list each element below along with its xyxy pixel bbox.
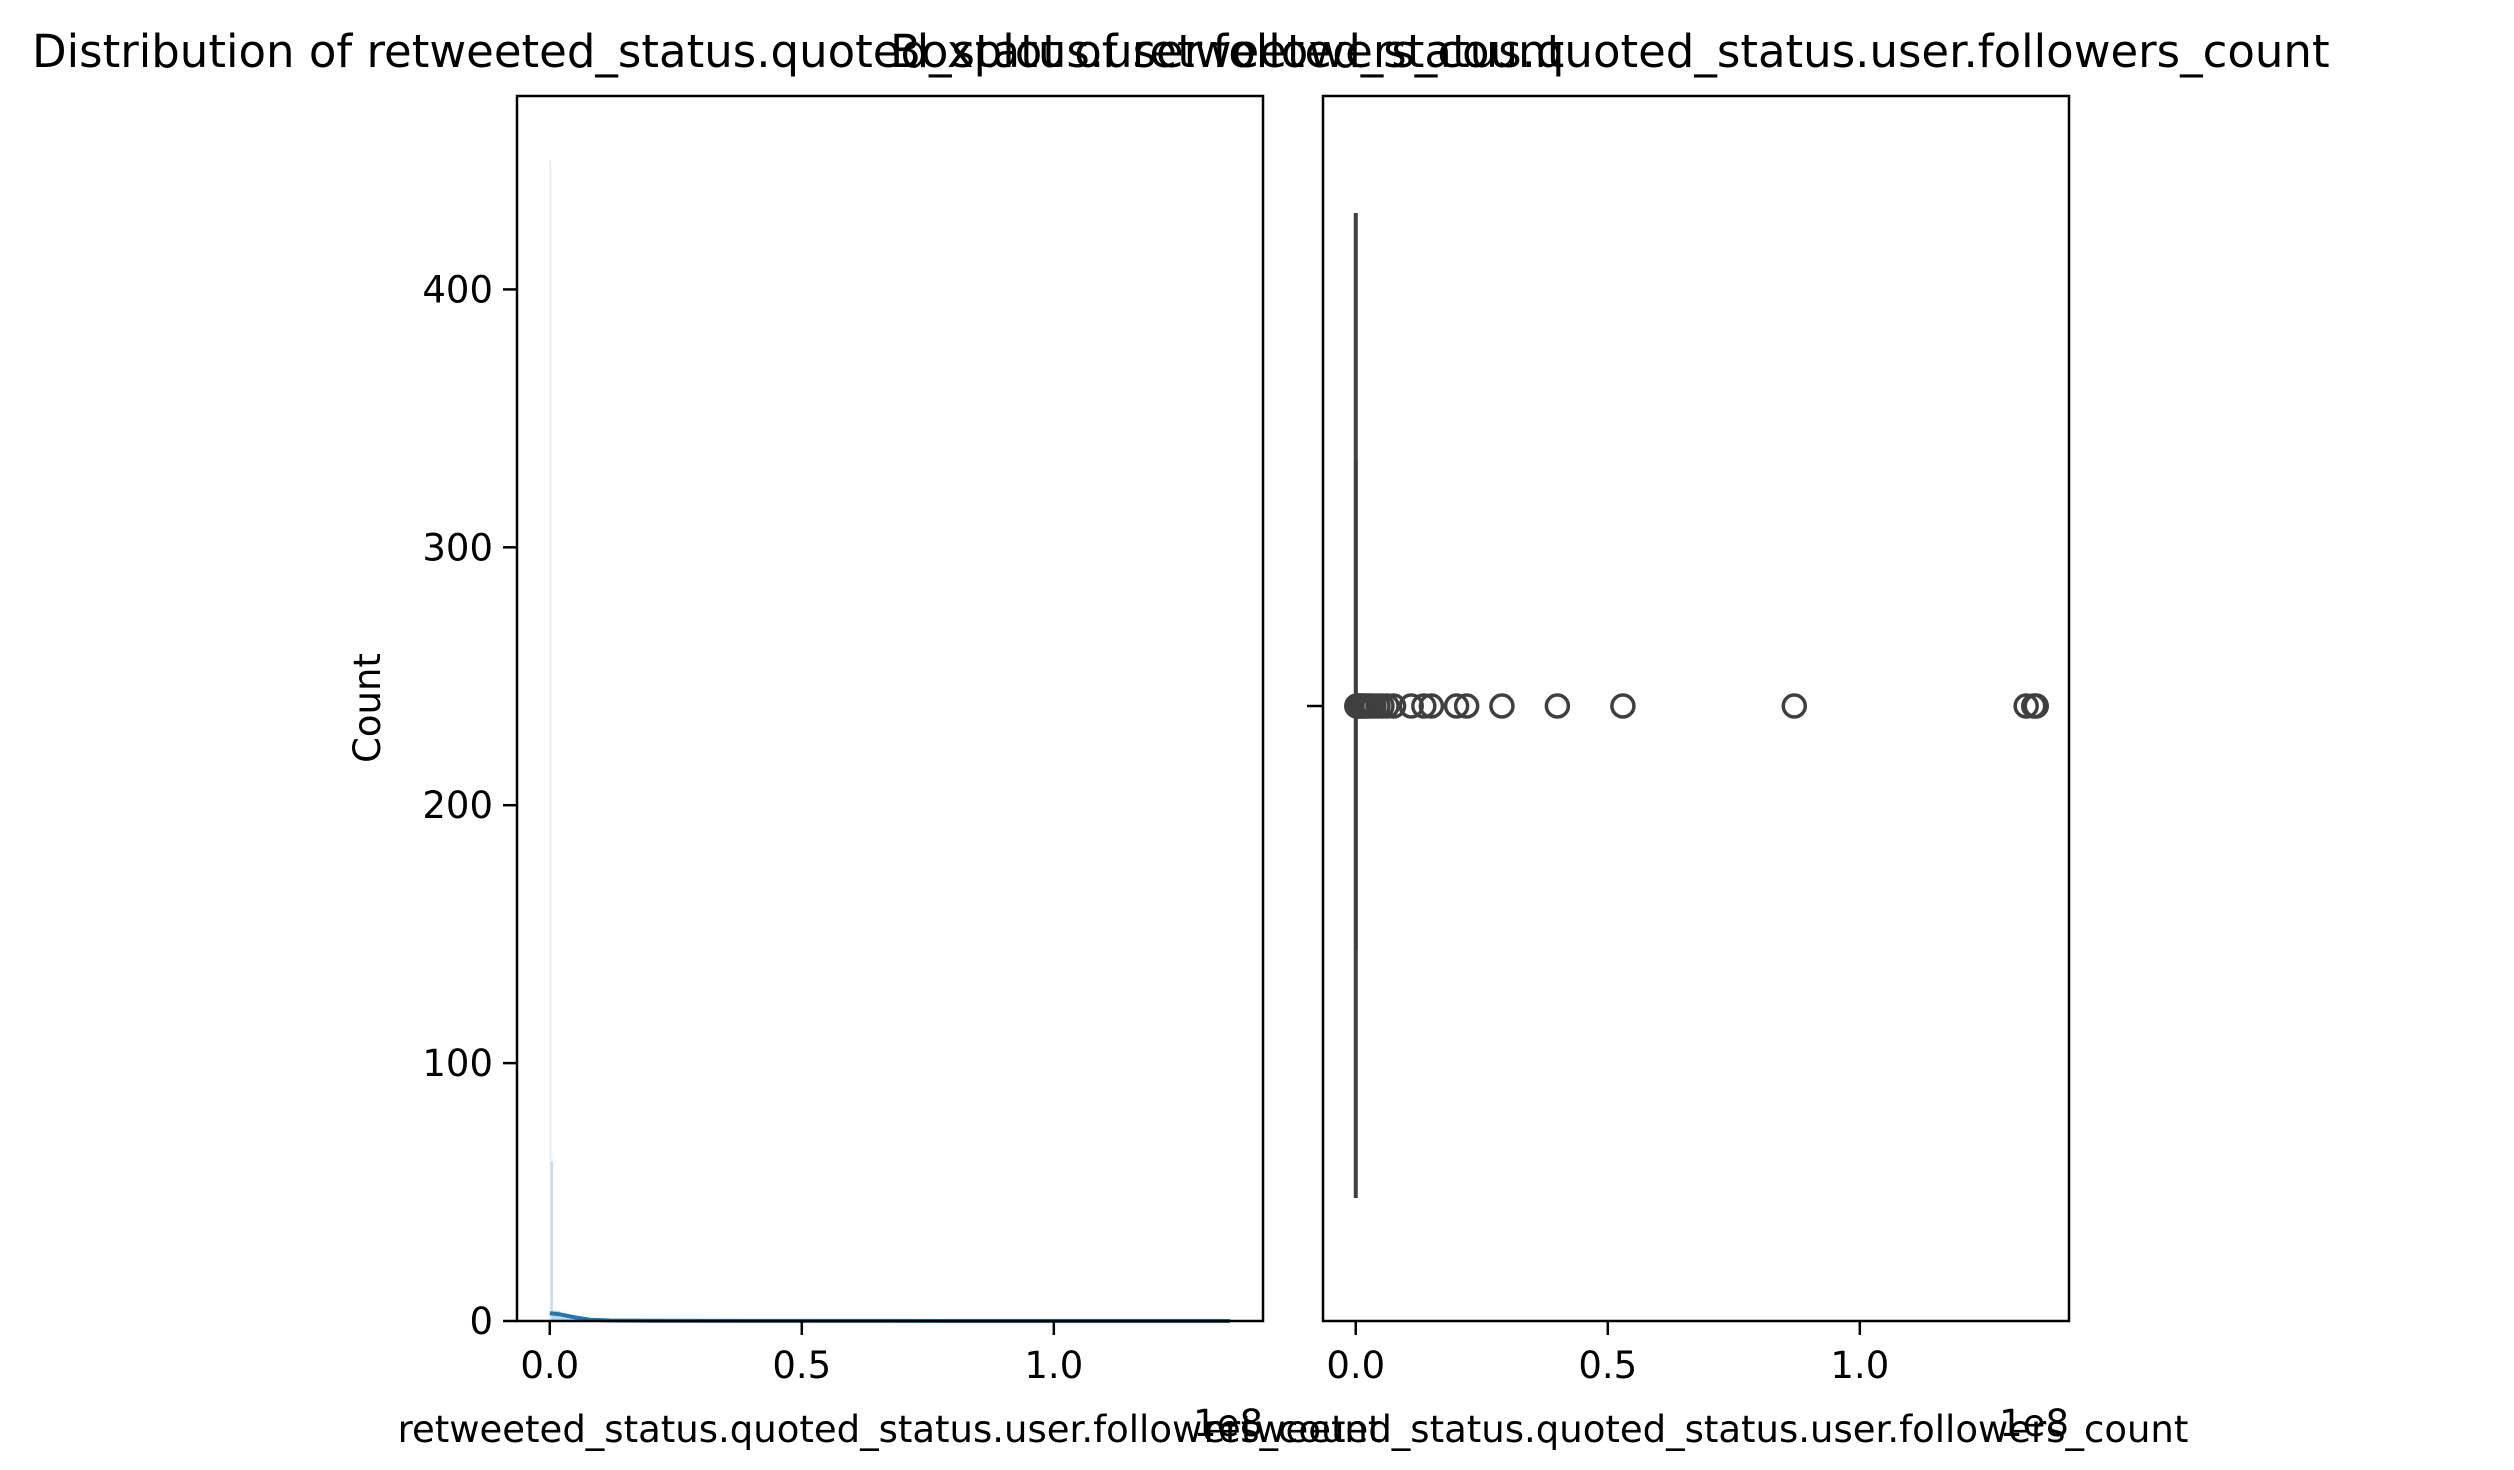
- outlier-point: [1443, 693, 1470, 719]
- outlier-point: [1453, 693, 1480, 719]
- outlier-point: [2013, 693, 2039, 719]
- histogram-marks: [549, 160, 1231, 1323]
- histogram-y-tick-label: 200: [422, 784, 493, 827]
- histogram-y-tick-label: 100: [422, 1042, 493, 1085]
- outlier-point: [1374, 693, 1400, 719]
- histogram-x-tick-label: 0.5: [772, 1344, 831, 1387]
- boxplot-panel: 0.0 0.5 1.0 Boxplot of retweeted_status.qu…: [890, 25, 2330, 1451]
- histogram-y-tick-label: 0: [469, 1300, 493, 1343]
- histogram-x-tick-label: 0.0: [520, 1344, 579, 1387]
- boxplot-marks: [1344, 213, 2049, 1198]
- boxplot-x-tick-label: 0.5: [1578, 1344, 1637, 1387]
- outlier-point: [1411, 693, 1437, 719]
- boxplot-x-ticks: 0.0 0.5 1.0: [1326, 1321, 1889, 1387]
- boxplot-x-offset-label: 1e8: [1999, 1402, 2069, 1445]
- histogram-panel: Distribution of retweeted_status.quoted_…: [32, 25, 1564, 1451]
- outlier-point: [2023, 693, 2049, 719]
- outlier-point: [1610, 693, 1636, 719]
- outlier-point: [1544, 693, 1571, 719]
- histogram-x-tick-label: 1.0: [1024, 1344, 1083, 1387]
- histogram-y-label: Count: [346, 653, 389, 763]
- outlier-point: [1418, 693, 1445, 719]
- histogram-x-label: retweeted_status.quoted_status.user.foll…: [398, 1408, 1383, 1451]
- outlier-point: [1380, 693, 1407, 719]
- histogram-y-tick-label: 300: [422, 526, 493, 569]
- histogram-x-offset-label: 1e8: [1193, 1402, 1263, 1445]
- histogram-y-tick-label: 400: [422, 268, 493, 311]
- outlier-point: [1398, 693, 1424, 719]
- histogram-bar: [549, 160, 552, 1322]
- boxplot-axes-frame: [1321, 94, 2071, 1323]
- histogram-bar: [559, 1315, 575, 1321]
- histogram-axes-frame: [515, 94, 1265, 1323]
- boxplot-title: Boxplot of retweeted_status.quoted_statu…: [890, 25, 2330, 78]
- boxplot-x-label: retweeted_status.quoted_status.user.foll…: [1204, 1408, 2189, 1451]
- histogram-y-ticks: 0 100 200 300 400: [422, 268, 517, 1343]
- histogram-x-ticks: 0.0 0.5 1.0: [520, 1321, 1083, 1387]
- outlier-point: [1489, 693, 1515, 719]
- boxplot-x-tick-label: 0.0: [1326, 1344, 1385, 1387]
- outlier-point: [1781, 693, 1808, 719]
- histogram-title: Distribution of retweeted_status.quoted_…: [32, 25, 1564, 78]
- boxplot-x-tick-label: 1.0: [1830, 1344, 1889, 1387]
- histogram-bar: [551, 1161, 553, 1321]
